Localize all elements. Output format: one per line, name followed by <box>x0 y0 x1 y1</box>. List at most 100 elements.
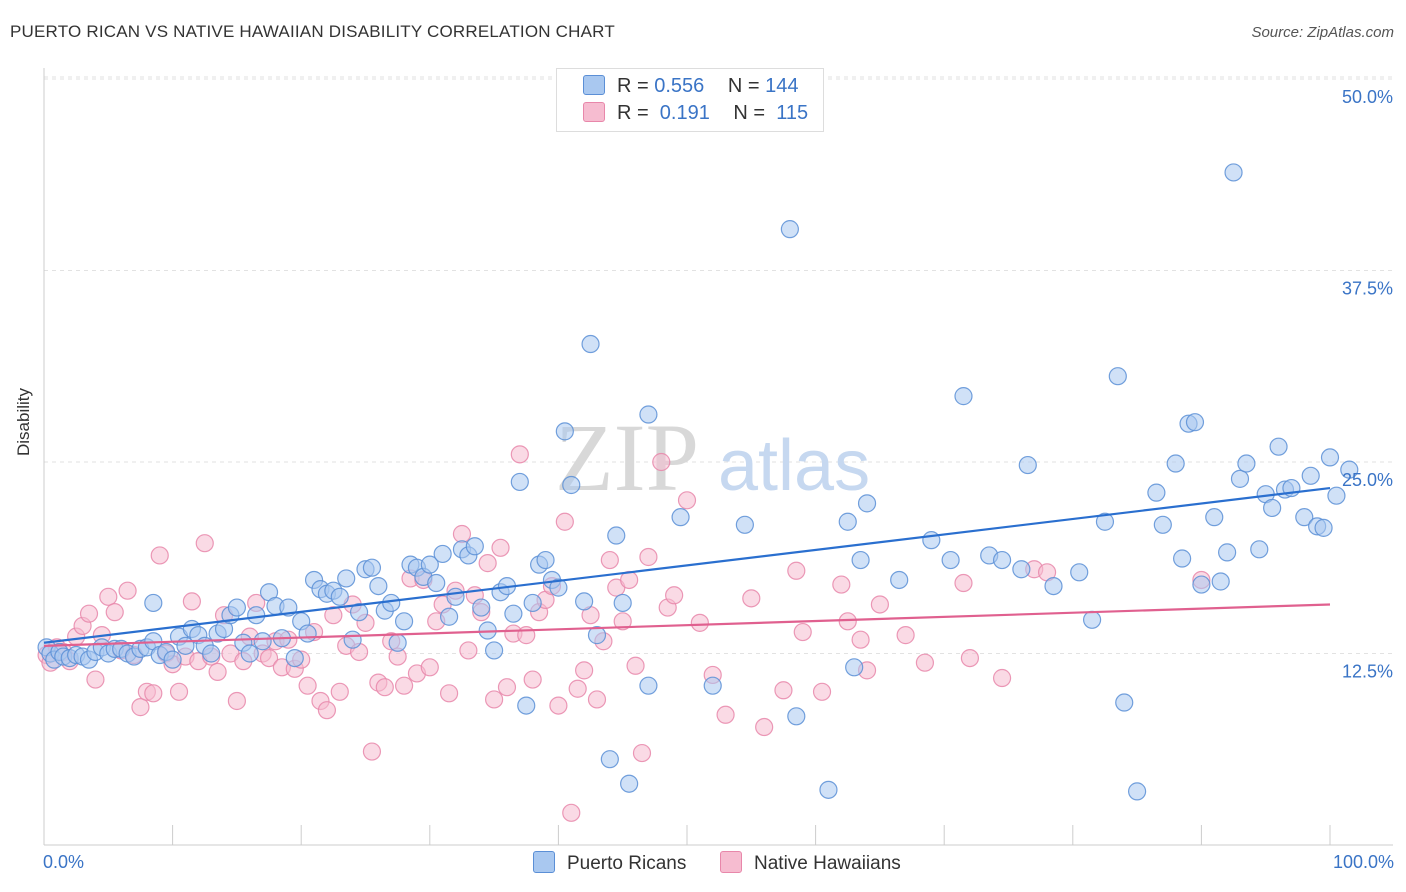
data-point <box>388 633 407 652</box>
data-point <box>992 668 1012 688</box>
data-point <box>452 524 472 544</box>
legend-item-puerto-ricans[interactable]: Puerto Ricans <box>533 851 686 875</box>
data-point <box>1173 549 1192 568</box>
data-point <box>851 550 870 570</box>
source-credit: Source: ZipAtlas.com <box>1251 24 1394 41</box>
data-point <box>690 613 709 632</box>
data-point <box>626 656 645 675</box>
legend-label-puerto-ricans: Puerto Ricans <box>567 853 687 874</box>
data-point <box>150 546 169 565</box>
data-point <box>1327 486 1346 505</box>
data-point <box>298 624 317 643</box>
data-point <box>1018 455 1037 475</box>
data-point <box>562 803 581 822</box>
data-point <box>677 491 697 510</box>
data-point <box>819 780 838 799</box>
data-point <box>587 690 607 709</box>
data-point <box>523 670 542 689</box>
data-point <box>607 526 626 545</box>
data-point <box>375 678 394 697</box>
data-point <box>922 531 941 550</box>
data-point <box>870 595 890 614</box>
y-tick-label: 37.5% <box>1342 279 1393 299</box>
data-point <box>459 641 478 660</box>
data-point <box>394 676 414 695</box>
data-point <box>954 573 973 593</box>
legend-r-label: R = <box>617 102 649 124</box>
data-point <box>941 550 960 570</box>
data-point <box>227 598 246 617</box>
data-point <box>1115 693 1134 712</box>
data-point <box>330 682 349 701</box>
data-point <box>497 678 517 697</box>
data-point <box>420 658 439 677</box>
data-point <box>1295 508 1314 527</box>
data-point <box>227 691 246 711</box>
data-point <box>439 684 459 703</box>
data-point <box>433 544 452 564</box>
data-point <box>472 598 491 617</box>
legend-n-label: N = <box>727 75 760 97</box>
data-point <box>369 576 388 596</box>
data-point <box>845 658 864 677</box>
data-point <box>169 682 189 701</box>
data-point <box>575 592 594 611</box>
legend-row-puerto-ricans: R = 0.556 N = 144 <box>583 75 799 99</box>
data-point <box>253 632 272 651</box>
data-point <box>536 550 555 570</box>
data-point <box>1237 454 1256 473</box>
data-point <box>1012 560 1031 579</box>
data-point <box>581 334 600 354</box>
data-point <box>1301 466 1320 485</box>
data-point <box>1147 483 1166 502</box>
data-point <box>105 603 124 622</box>
data-point <box>394 612 414 631</box>
data-point <box>118 581 137 600</box>
correlation-legend: R = 0.556 N = 144 R = 0.191 N = 115 <box>556 68 824 132</box>
data-point <box>1314 518 1333 537</box>
data-point <box>298 676 317 695</box>
legend-r-value: 0.191 <box>654 102 710 124</box>
data-point <box>992 550 1012 570</box>
data-point <box>1095 512 1115 531</box>
data-point <box>787 707 806 726</box>
data-point <box>86 670 105 689</box>
legend-swatch-native-hawaiians <box>720 851 742 873</box>
legend-swatch-puerto-ricans <box>533 851 555 873</box>
data-point <box>716 705 735 724</box>
legend-swatch-blue <box>583 75 605 95</box>
data-point <box>99 587 118 606</box>
data-point <box>1192 575 1211 594</box>
y-tick-label: 12.5% <box>1342 662 1393 682</box>
data-point <box>195 534 214 553</box>
data-point <box>1218 543 1237 562</box>
data-point <box>1108 367 1127 386</box>
legend-n-value: 115 <box>770 102 809 124</box>
data-point <box>600 750 619 769</box>
data-point <box>1205 508 1224 527</box>
data-point <box>735 515 754 534</box>
legend-item-native-hawaiians[interactable]: Native Hawaiians <box>720 851 901 875</box>
data-point <box>259 648 279 668</box>
data-point <box>812 682 832 701</box>
data-point <box>478 554 497 573</box>
data-point <box>317 701 337 720</box>
legend-n-value: 144 <box>765 75 799 97</box>
data-point <box>337 569 356 588</box>
data-point <box>549 578 568 597</box>
data-point <box>555 512 574 531</box>
data-point <box>1082 610 1102 629</box>
data-point <box>79 604 99 623</box>
data-point <box>1224 163 1243 182</box>
data-point <box>1211 572 1230 591</box>
legend-n-label: N = <box>733 102 766 124</box>
data-point <box>620 774 639 793</box>
data-point <box>1320 448 1340 467</box>
trend-line-puerto-ricans <box>43 486 1331 644</box>
data-point <box>1153 515 1172 534</box>
data-point <box>838 612 857 631</box>
legend-r-value: 0.556 <box>654 75 705 97</box>
data-point <box>382 593 401 613</box>
data-point <box>446 587 465 606</box>
data-point <box>1127 782 1147 801</box>
